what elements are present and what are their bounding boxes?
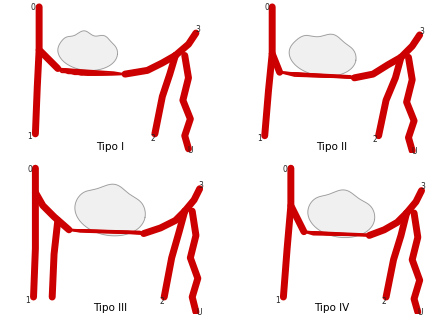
Text: 2: 2 — [160, 297, 165, 306]
Text: 2: 2 — [382, 297, 387, 306]
Text: 0: 0 — [30, 3, 35, 12]
Polygon shape — [75, 184, 145, 236]
Text: 1: 1 — [26, 296, 30, 305]
Text: U: U — [418, 308, 423, 317]
Text: 1: 1 — [275, 296, 280, 305]
Text: 3: 3 — [198, 181, 203, 191]
Text: 1: 1 — [257, 134, 262, 143]
Text: Tipo II: Tipo II — [316, 142, 347, 152]
Text: Tipo IV: Tipo IV — [314, 303, 350, 313]
Text: 0: 0 — [283, 165, 288, 174]
Polygon shape — [308, 190, 375, 237]
Text: 2: 2 — [373, 135, 377, 144]
Text: 3: 3 — [419, 27, 424, 36]
Text: Tipo III: Tipo III — [93, 303, 127, 313]
Text: 1: 1 — [27, 132, 32, 141]
Text: 0: 0 — [264, 3, 269, 12]
Text: U: U — [196, 308, 202, 317]
Polygon shape — [289, 34, 356, 76]
Text: 2: 2 — [151, 134, 156, 143]
Text: 0: 0 — [27, 165, 32, 174]
Text: U: U — [187, 146, 193, 155]
Text: U: U — [412, 147, 417, 156]
Text: 3: 3 — [420, 182, 425, 191]
Text: 3: 3 — [195, 25, 200, 34]
Text: Tipo I: Tipo I — [96, 142, 124, 152]
Polygon shape — [58, 31, 118, 70]
